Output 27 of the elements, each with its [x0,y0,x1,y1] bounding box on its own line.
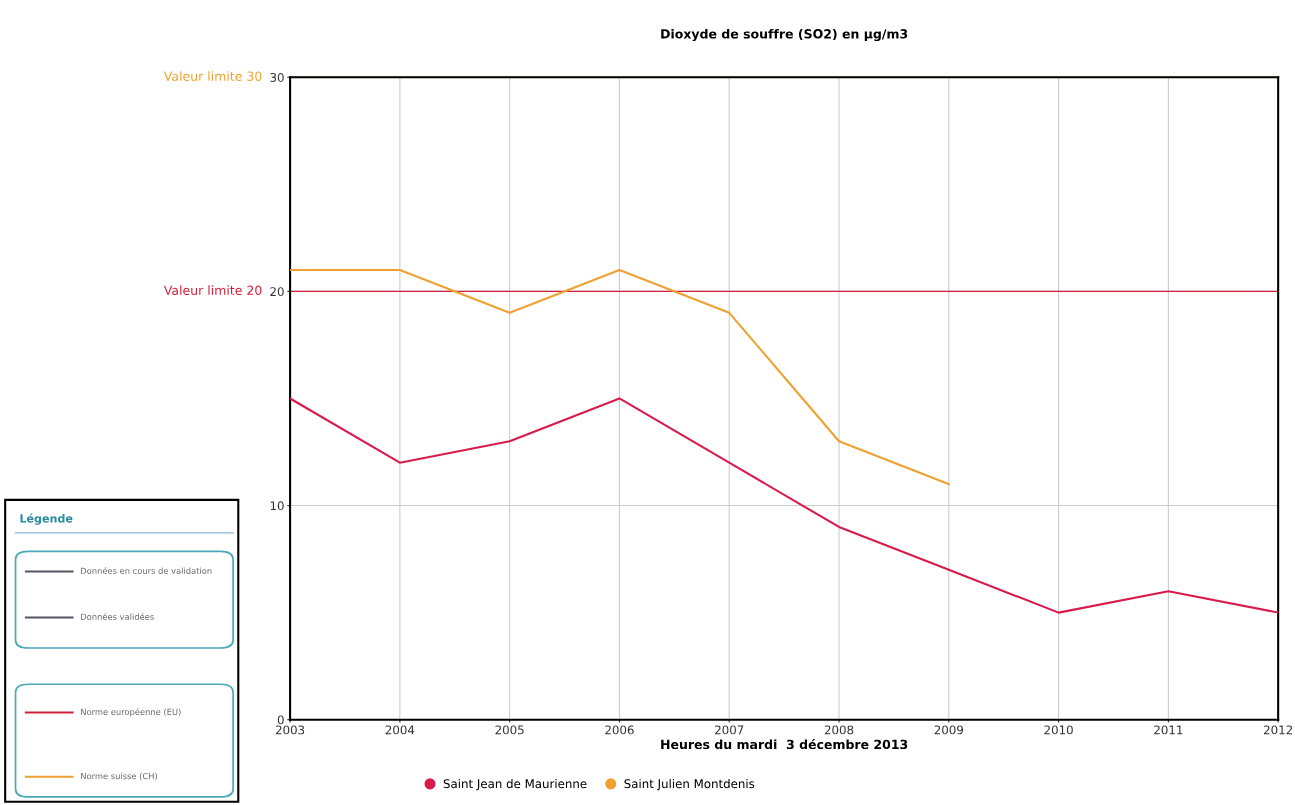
x-tick-label: 2009 [934,725,963,735]
text: Norme européenne (EU) [81,708,181,717]
x-tick-label: 2007 [715,725,744,735]
text: Norme suisse (CH) [81,772,158,781]
text: Données en cours de validation [81,567,212,574]
x-tick-label: 2012 [1264,725,1292,735]
ref-line-label: Valeur limite 20 [163,285,262,296]
chart-title: Dioxyde de souffre (SO2) en µg/m3 [661,28,908,42]
text: Légende [20,513,73,525]
x-tick-label: 2008 [824,725,854,735]
line-series [290,397,1279,614]
legend-label: Saint Julien Montdenis [624,779,755,791]
x-tick-label: 2004 [385,725,415,735]
x-tick-label: 2010 [1044,725,1073,735]
legend-label: Saint Jean de Maurienne [443,779,587,791]
y-tick-label: 0 [277,715,284,725]
x-tick-label: 2011 [1154,725,1183,735]
text: Données validées [81,613,154,620]
x-tick-label: 2005 [495,725,524,735]
y-tick-label: 30 [270,73,284,82]
y-tick-label: 10 [270,501,284,511]
x-tick-label: 2003 [275,725,305,735]
line-series [290,268,950,486]
x-tick-label: 2006 [605,725,634,735]
y-tick-label: 20 [270,287,284,297]
ref-line-label: Valeur limite 30 [163,71,262,81]
x-axis-title: Heures du mardi 3 décembre 2013 [661,738,908,750]
